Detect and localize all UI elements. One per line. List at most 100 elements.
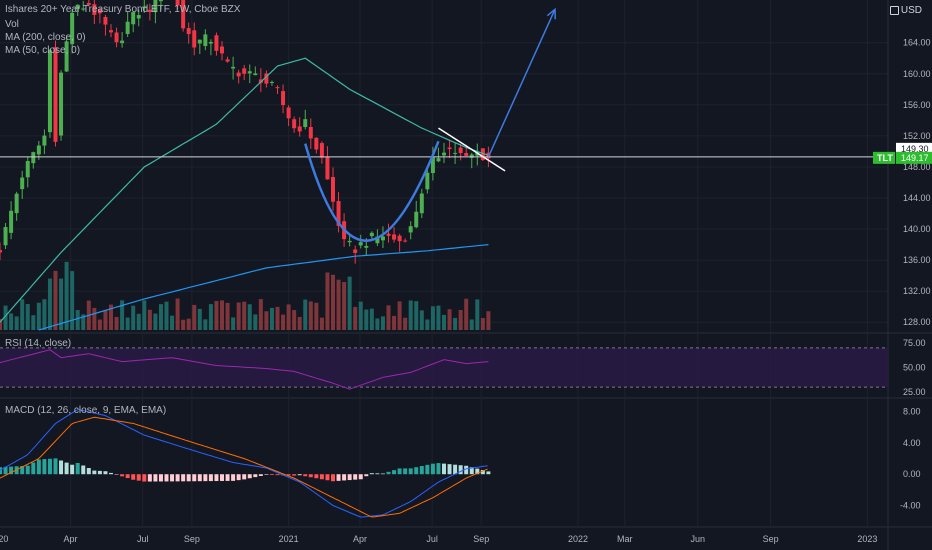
time-tick-label: Mar [617,534,633,544]
candle-body [308,126,313,139]
macd-legend[interactable]: MACD (12, 26, close, 9, EMA, EMA) [5,405,167,416]
candle-body [97,9,102,14]
rsi-tick-label: 25.00 [903,387,926,397]
candle-body [208,41,213,44]
volume-bar [164,301,169,330]
chart-title[interactable]: Ishares 20+ Year Treasury Bond ETF, 1W, … [5,4,241,15]
volume-bar [120,300,125,330]
volume-bar [380,316,385,330]
candle-body [453,152,458,154]
macd-histogram-bar [375,473,380,475]
volume-bar [275,306,280,330]
candle-body [303,119,308,128]
macd-histogram-bar [425,464,430,475]
marked-price-label: 149.30 [901,144,929,154]
macd-histogram-bar [192,474,197,482]
projection-arrow-line [487,9,556,158]
candle-body [92,4,97,15]
candle-body [247,71,252,74]
candle-body [25,160,30,178]
volume-bar [331,274,335,330]
last-price-tag [896,151,932,164]
candle-body [264,73,269,84]
ticker-tag [873,151,895,164]
volume-bars [0,261,491,330]
time-tick-label: Sep [184,534,200,544]
macd-histogram-bar [208,474,213,482]
macd-histogram-bar [480,470,485,475]
ma200-legend[interactable]: MA (200, close, 0) [5,32,86,43]
time-tick-label: 2023 [857,534,877,544]
candle-body [3,227,8,246]
volume-bar [292,310,297,330]
macd-histogram-bar [319,474,324,480]
volume-bar [109,304,113,330]
signal-line [0,416,488,518]
macd-histogram-bar [81,465,86,475]
candle-body [430,157,435,174]
volume-bar [136,313,141,330]
candle-body [353,249,358,253]
candle-body [375,236,380,244]
volume-bar [419,310,424,330]
macd-histogram-bar [386,471,391,475]
macd-histogram-bar [430,463,435,475]
macd-histogram-bar [64,462,69,475]
macd-histogram-bar [453,464,458,475]
macd-histogram-bar [214,474,219,482]
drawings[interactable] [0,7,888,242]
volume-bar [125,317,130,330]
macd-tick-label: 4.00 [903,438,921,448]
vol-legend[interactable]: Vol [5,19,19,30]
time-tick-label: 2021 [279,534,299,544]
volume-bar [392,315,397,330]
price-tick-label: 128.00 [903,317,931,327]
ticker-label: TLT [877,153,893,163]
macd-histogram-bar [125,474,130,479]
volume-bar [197,308,202,330]
macd-tick-label: -4.00 [900,500,921,510]
macd-histogram-bar [436,463,441,475]
volume-bar [347,276,352,330]
currency-button[interactable]: USD [889,5,922,16]
candle-body [186,28,191,35]
ma50-legend[interactable]: MA (50, close, 0) [5,45,81,56]
macd-histogram-bar [181,474,186,482]
macd-histogram-bar [380,473,385,475]
macd-histogram-bar [297,474,302,476]
macd-histogram-bar [286,474,291,476]
candle-body [86,2,91,5]
macd-histogram-bar [203,474,208,482]
candle-body [31,152,36,164]
time-tick-label: Sep [473,534,489,544]
macd-histogram-bar [353,474,358,480]
candle-body [20,177,25,190]
volume-bar [186,318,191,330]
macd-histogram-bar [469,467,474,475]
candle-body [325,156,330,180]
macd-histogram-bar [403,468,408,475]
macd-histogram-bar [397,468,402,475]
candle-body [314,137,319,150]
trend-line [438,127,506,172]
macd-histogram-bar [175,474,180,482]
price-tick-label: 132.00 [903,286,931,296]
macd-histogram-bar [303,474,308,477]
macd-histogram-bar [109,472,113,475]
candle-body [236,72,241,77]
macd-histogram-bar [136,474,141,481]
macd-histogram-bar [75,462,80,475]
volume-bar [414,301,419,330]
rsi-legend[interactable]: RSI (14, close) [5,338,72,349]
volume-bar [269,307,274,330]
candle-body [386,233,391,236]
candle-body [214,35,219,51]
macd-histogram-bar [103,471,108,475]
macd-histogram-bar [464,465,469,475]
candle-body [392,234,397,240]
macd-histogram-bar [308,474,313,478]
macd-tick-label: 8.00 [903,407,921,417]
volume-bar [453,317,458,330]
